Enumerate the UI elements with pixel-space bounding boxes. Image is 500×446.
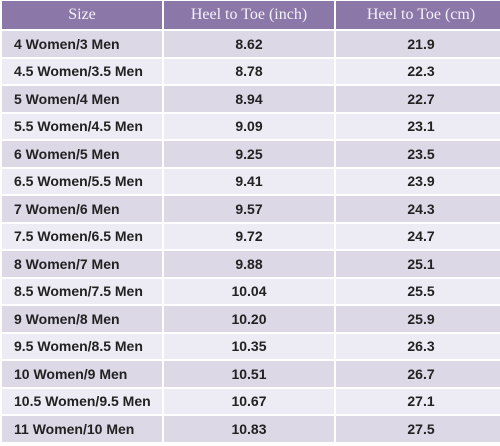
- table-row: 10.5 Women/9.5 Men 10.67 27.1: [2, 388, 500, 414]
- measure-cell: 8.62: [164, 31, 334, 57]
- size-cell: 8 Women/7 Men: [2, 251, 162, 277]
- header-cell: Heel to Toe (cm): [336, 1, 500, 29]
- size-cell: 6.5 Women/5.5 Men: [2, 168, 162, 194]
- measure-cell: 10.67: [164, 388, 334, 414]
- table-row: 6.5 Women/5.5 Men 9.41 23.9: [2, 168, 500, 194]
- measure-cell: 8.78: [164, 58, 334, 84]
- table-row: 8.5 Women/7.5 Men 10.04 25.5: [2, 278, 500, 304]
- size-cell: 9.5 Women/8.5 Men: [2, 333, 162, 359]
- table-row: 4 Women/3 Men 8.62 21.9: [2, 31, 500, 57]
- measure-cell: 22.7: [336, 86, 500, 112]
- size-cell: 7 Women/6 Men: [2, 196, 162, 222]
- measure-cell: 27.1: [336, 388, 500, 414]
- header-row: Size Heel to Toe (inch) Heel to Toe (cm): [2, 1, 500, 29]
- size-cell: 5.5 Women/4.5 Men: [2, 113, 162, 139]
- measure-cell: 25.9: [336, 306, 500, 332]
- header-cell: Size: [2, 1, 162, 29]
- size-cell: 5 Women/4 Men: [2, 86, 162, 112]
- measure-cell: 10.20: [164, 306, 334, 332]
- measure-cell: 10.51: [164, 361, 334, 387]
- table-row: 10 Women/9 Men 10.51 26.7: [2, 361, 500, 387]
- size-cell: 6 Women/5 Men: [2, 141, 162, 167]
- measure-cell: 9.41: [164, 168, 334, 194]
- size-cell: 10 Women/9 Men: [2, 361, 162, 387]
- table-row: 5.5 Women/4.5 Men 9.09 23.1: [2, 113, 500, 139]
- measure-cell: 27.5: [336, 416, 500, 442]
- measure-cell: 9.09: [164, 113, 334, 139]
- size-cell: 10.5 Women/9.5 Men: [2, 388, 162, 414]
- measure-cell: 21.9: [336, 31, 500, 57]
- measure-cell: 25.1: [336, 251, 500, 277]
- table-row: 11 Women/10 Men 10.83 27.5: [2, 416, 500, 442]
- measure-cell: 9.72: [164, 223, 334, 249]
- table-row: 8 Women/7 Men 9.88 25.1: [2, 251, 500, 277]
- measure-cell: 24.7: [336, 223, 500, 249]
- size-cell: 4.5 Women/3.5 Men: [2, 58, 162, 84]
- measure-cell: 9.88: [164, 251, 334, 277]
- measure-cell: 26.7: [336, 361, 500, 387]
- size-cell: 11 Women/10 Men: [2, 416, 162, 442]
- size-cell: 7.5 Women/6.5 Men: [2, 223, 162, 249]
- table-row: 4.5 Women/3.5 Men 8.78 22.3: [2, 58, 500, 84]
- measure-cell: 23.9: [336, 168, 500, 194]
- measure-cell: 10.83: [164, 416, 334, 442]
- measure-cell: 9.57: [164, 196, 334, 222]
- size-cell: 4 Women/3 Men: [2, 31, 162, 57]
- measure-cell: 9.25: [164, 141, 334, 167]
- measure-cell: 8.94: [164, 86, 334, 112]
- table-row: 6 Women/5 Men 9.25 23.5: [2, 141, 500, 167]
- measure-cell: 10.04: [164, 278, 334, 304]
- table-row: 7.5 Women/6.5 Men 9.72 24.7: [2, 223, 500, 249]
- measure-cell: 23.1: [336, 113, 500, 139]
- measure-cell: 22.3: [336, 58, 500, 84]
- size-cell: 8.5 Women/7.5 Men: [2, 278, 162, 304]
- header-cell: Heel to Toe (inch): [164, 1, 334, 29]
- measure-cell: 10.35: [164, 333, 334, 359]
- measure-cell: 24.3: [336, 196, 500, 222]
- measure-cell: 25.5: [336, 278, 500, 304]
- measure-cell: 26.3: [336, 333, 500, 359]
- table-row: 9.5 Women/8.5 Men 10.35 26.3: [2, 333, 500, 359]
- measure-cell: 23.5: [336, 141, 500, 167]
- table-row: 9 Women/8 Men 10.20 25.9: [2, 306, 500, 332]
- table-body: 4 Women/3 Men 8.62 21.9 4.5 Women/3.5 Men 8.…: [2, 31, 500, 442]
- table-row: 7 Women/6 Men 9.57 24.3: [2, 196, 500, 222]
- size-cell: 9 Women/8 Men: [2, 306, 162, 332]
- table-row: 5 Women/4 Men 8.94 22.7: [2, 86, 500, 112]
